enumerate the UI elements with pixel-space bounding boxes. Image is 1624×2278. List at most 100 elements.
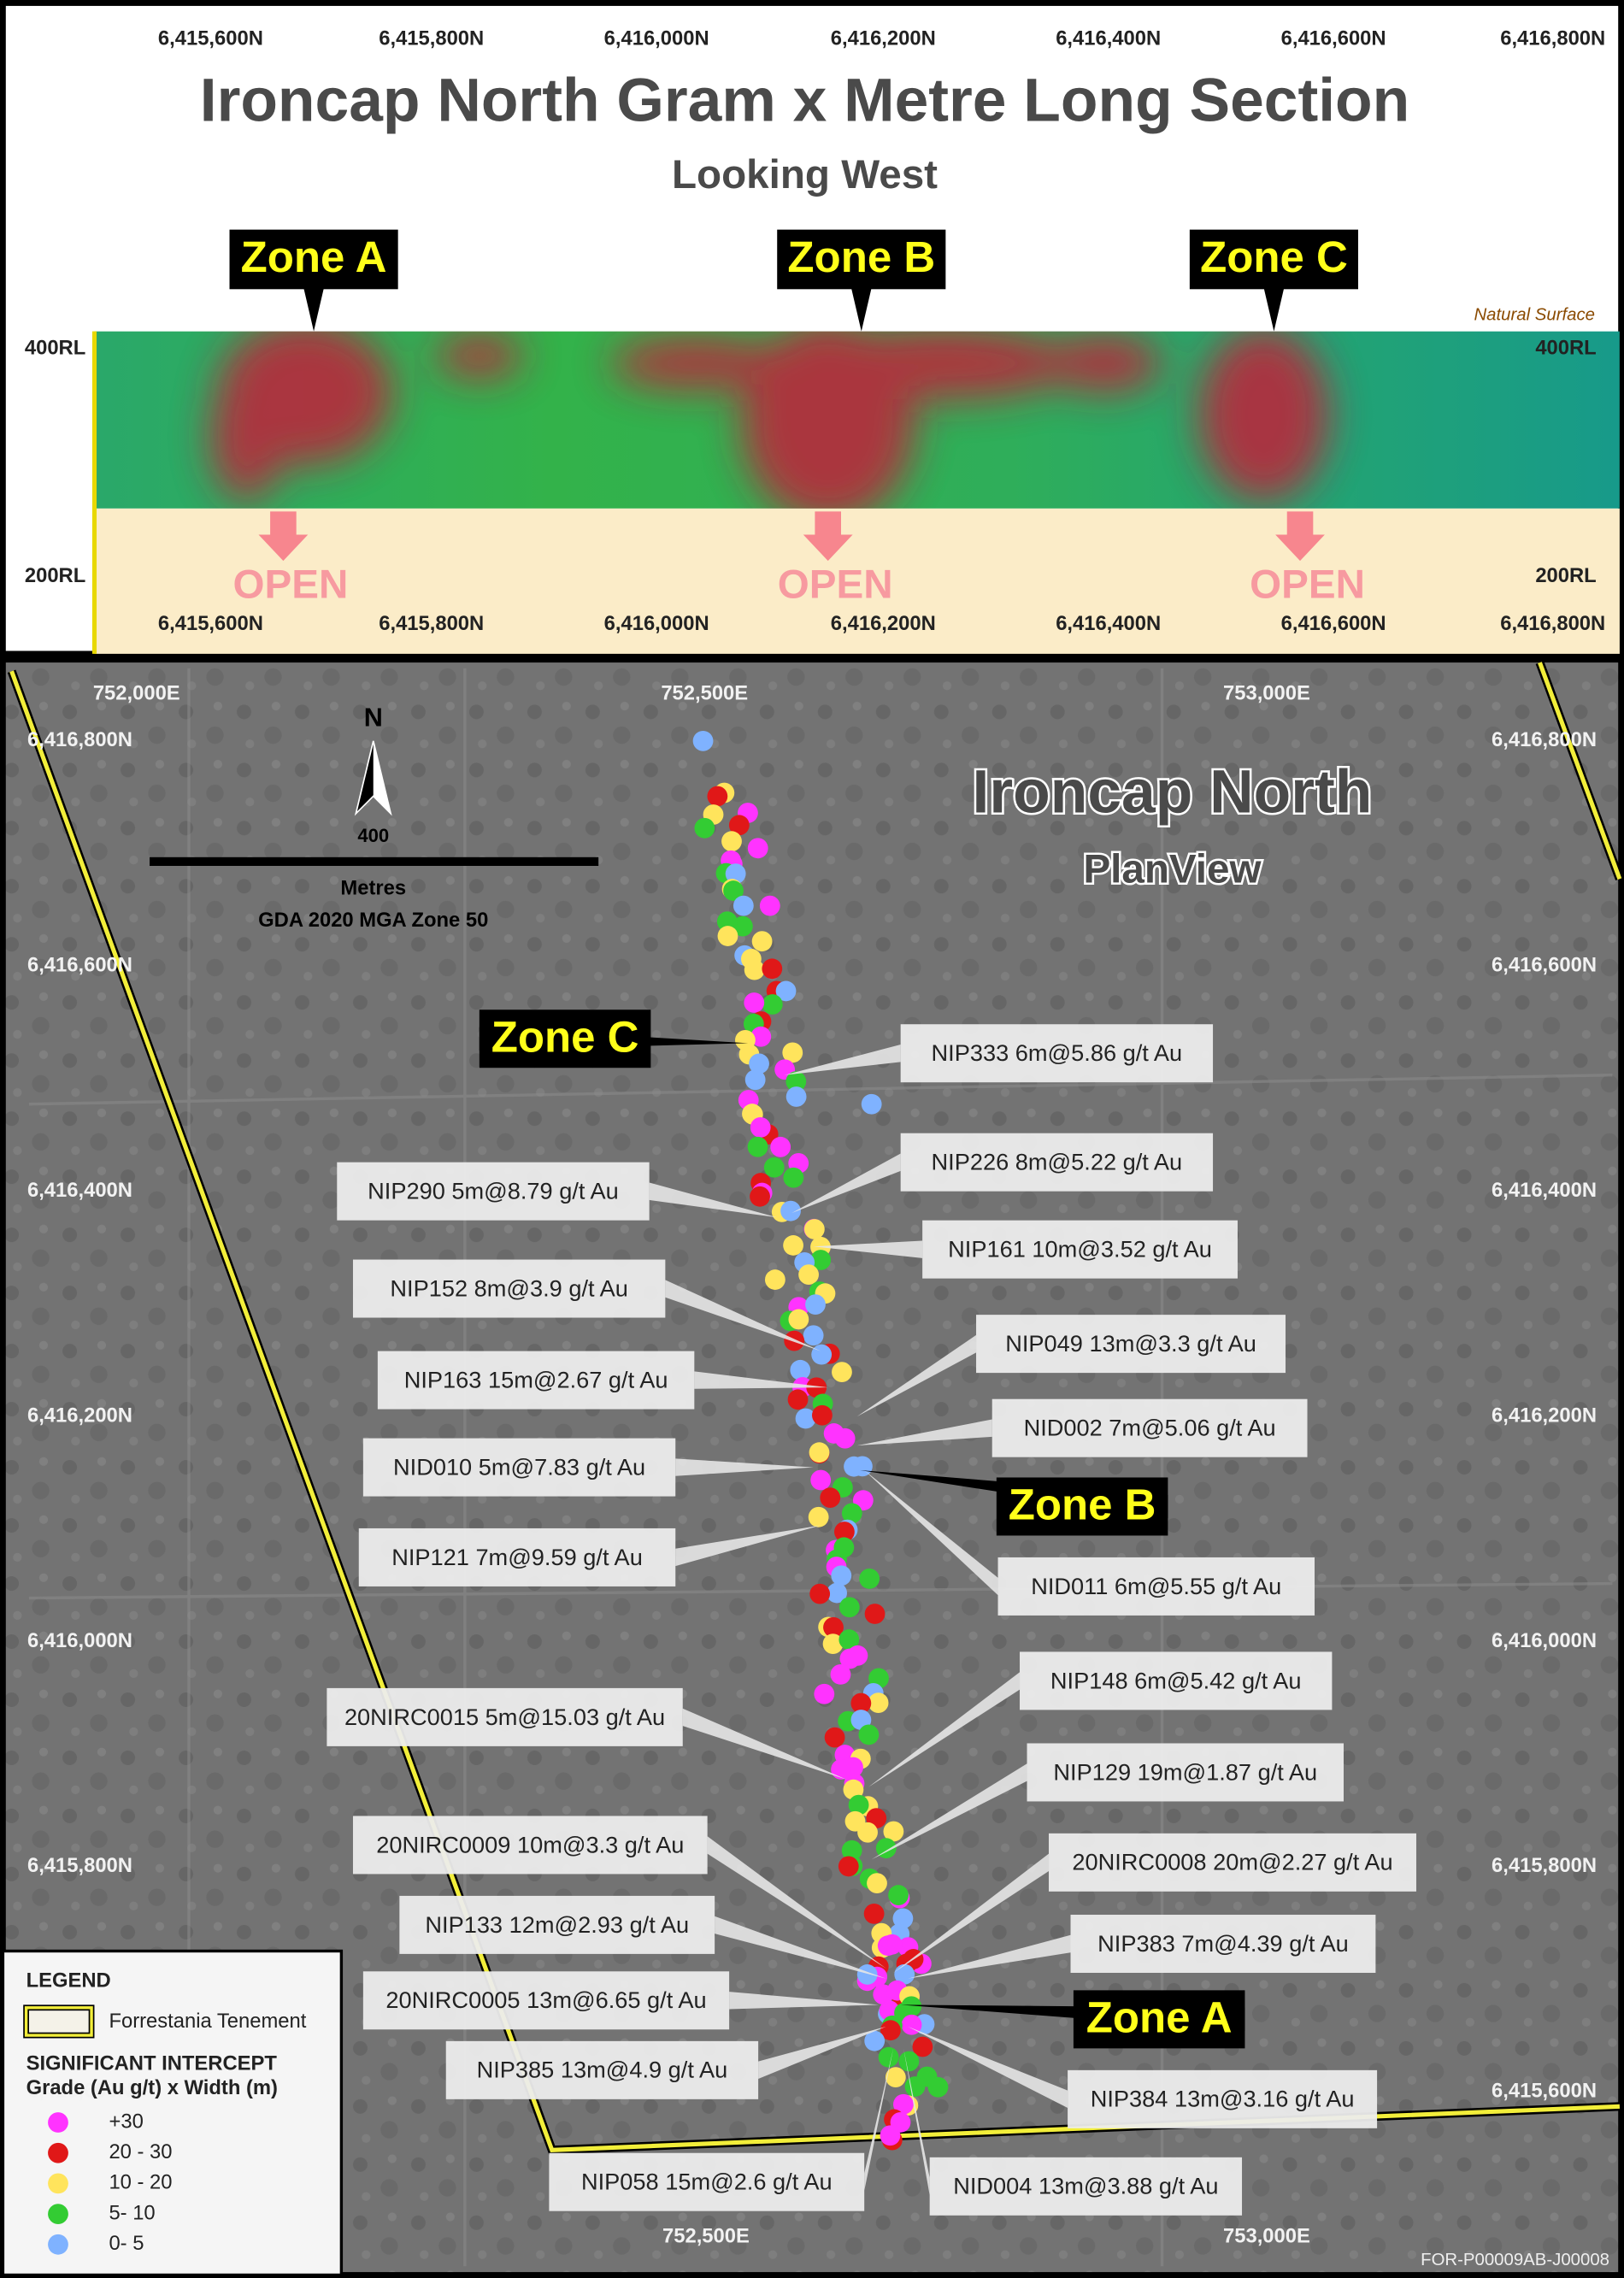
drill-hole	[786, 1086, 807, 1107]
northing-left: 6,415,800N	[27, 1854, 132, 1877]
section-northing-top: 6,416,000N	[604, 26, 709, 50]
callout-box	[900, 1024, 1214, 1083]
drill-hole	[750, 1026, 772, 1047]
drill-hole	[888, 1885, 909, 1905]
drill-hole	[859, 1569, 880, 1589]
callout-leader	[675, 1458, 814, 1476]
drill-hole	[830, 1664, 851, 1685]
callout-leader	[715, 1916, 886, 1979]
callout-leader	[665, 1280, 821, 1351]
drill-hole	[795, 1408, 816, 1429]
drill-hole	[808, 1506, 829, 1527]
drill-hole	[805, 1294, 826, 1316]
northing-left: 6,416,200N	[27, 1404, 132, 1427]
northing-right: 6,415,800N	[1492, 1854, 1597, 1877]
drill-hole	[810, 1250, 832, 1270]
drill-hole	[809, 1583, 831, 1604]
callout-leader	[864, 1469, 998, 1596]
callout-box	[337, 1162, 650, 1221]
drill-hole	[880, 2020, 901, 2041]
callout-label: NIP333 6m@5.86 g/t Au	[932, 1039, 1183, 1066]
drill-hole	[811, 1344, 833, 1365]
drill-hole	[721, 831, 742, 852]
drill-hole	[868, 1692, 889, 1713]
easting-top: 752,000E	[93, 682, 180, 705]
scale-unit: Metres	[340, 876, 406, 899]
drill-hole	[875, 1838, 897, 1859]
callout-label: NIP049 13m@3.3 g/t Au	[1005, 1330, 1256, 1357]
callout-label: NID010 5m@7.83 g/t Au	[393, 1453, 645, 1480]
drill-hole	[824, 1727, 845, 1748]
northing-left: 6,416,600N	[27, 954, 132, 977]
rl-label: 200RL	[1535, 564, 1596, 587]
drill-hole	[814, 1683, 835, 1704]
callout-box	[997, 1557, 1315, 1616]
callout-box	[549, 2152, 865, 2211]
drill-hole	[847, 1645, 868, 1666]
scale-bar	[150, 856, 599, 867]
callout-box	[399, 1895, 715, 1954]
drill-hole	[885, 2067, 906, 2088]
zone-label: Zone C	[491, 1012, 639, 1061]
legend-label: +30	[109, 2110, 143, 2133]
drill-hole	[822, 1633, 844, 1654]
tenement-swatch	[23, 2004, 95, 2039]
northing-right: 6,416,600N	[1492, 954, 1597, 977]
northing-right: 6,415,600N	[1492, 2080, 1597, 2103]
callout-label: NIP383 7m@4.39 g/t Au	[1097, 1930, 1349, 1957]
drill-hole	[744, 992, 765, 1013]
drill-hole	[878, 2046, 899, 2068]
drill-hole	[823, 1616, 844, 1638]
drill-hole	[764, 1269, 786, 1290]
zone-box	[1073, 1990, 1245, 2049]
callout-label: NIP133 12m@2.93 g/t Au	[425, 1911, 689, 1938]
datum: GDA 2020 MGA Zone 50	[258, 909, 488, 932]
drill-hole	[725, 863, 746, 885]
drill-hole	[788, 1309, 809, 1330]
zone-pointer	[850, 287, 872, 332]
callout-box	[929, 2157, 1243, 2216]
callout-label: NIP148 6m@5.42 g/t Au	[1050, 1667, 1302, 1693]
callout-label: NIP129 19m@1.87 g/t Au	[1053, 1758, 1317, 1785]
drill-hole	[786, 1071, 807, 1092]
drill-hole	[803, 1219, 825, 1239]
section-northing-top: 6,415,800N	[379, 26, 484, 50]
easting-top: 753,000E	[1223, 682, 1310, 705]
section-northing-bottom: 6,416,600N	[1281, 612, 1386, 635]
drill-hole	[867, 1873, 887, 1894]
drill-hole	[798, 1264, 819, 1286]
drill-hole	[810, 1469, 832, 1491]
drill-hole	[775, 980, 797, 1002]
open-label: OPEN	[232, 562, 348, 607]
callout-label: 20NIRC0008 20m@2.27 g/t Au	[1072, 1849, 1392, 1875]
callout-leader	[868, 1672, 1021, 1787]
drill-hole	[863, 1903, 885, 1924]
drill-hole	[848, 1794, 869, 1816]
callout-label: NIP385 13m@4.9 g/t Au	[477, 2057, 728, 2083]
open-arrow	[803, 511, 853, 562]
tenement-swatch	[24, 2006, 93, 2037]
drill-hole	[892, 1908, 914, 1929]
section-northing-top: 6,416,800N	[1500, 26, 1605, 50]
legend-swatch	[48, 2142, 68, 2163]
drill-hole	[751, 931, 773, 952]
zone-label: Zone B	[787, 233, 935, 281]
callout-box	[362, 1438, 676, 1497]
legend-label: 0- 5	[109, 2232, 144, 2255]
drill-hole	[841, 1839, 862, 1861]
drill-hole	[831, 1759, 851, 1780]
callout-box	[991, 1398, 1308, 1457]
rl-label: 400RL	[25, 336, 85, 359]
callout-box	[1027, 1743, 1345, 1802]
drill-hole	[749, 1053, 769, 1074]
northing-left: 6,416,800N	[27, 728, 132, 751]
drill-hole	[898, 2051, 920, 2072]
figure-code: FOR-P00009AB-J00008	[1421, 2251, 1609, 2269]
drill-hole	[864, 2030, 886, 2051]
callout-label: NIP290 5m@8.79 g/t Au	[368, 1178, 619, 1204]
section-subtitle: Looking West	[672, 152, 938, 197]
drill-hole	[881, 1934, 903, 1955]
callout-box	[377, 1351, 695, 1410]
drill-hole	[744, 1069, 766, 1091]
section-northing-bottom: 6,415,600N	[158, 612, 263, 635]
